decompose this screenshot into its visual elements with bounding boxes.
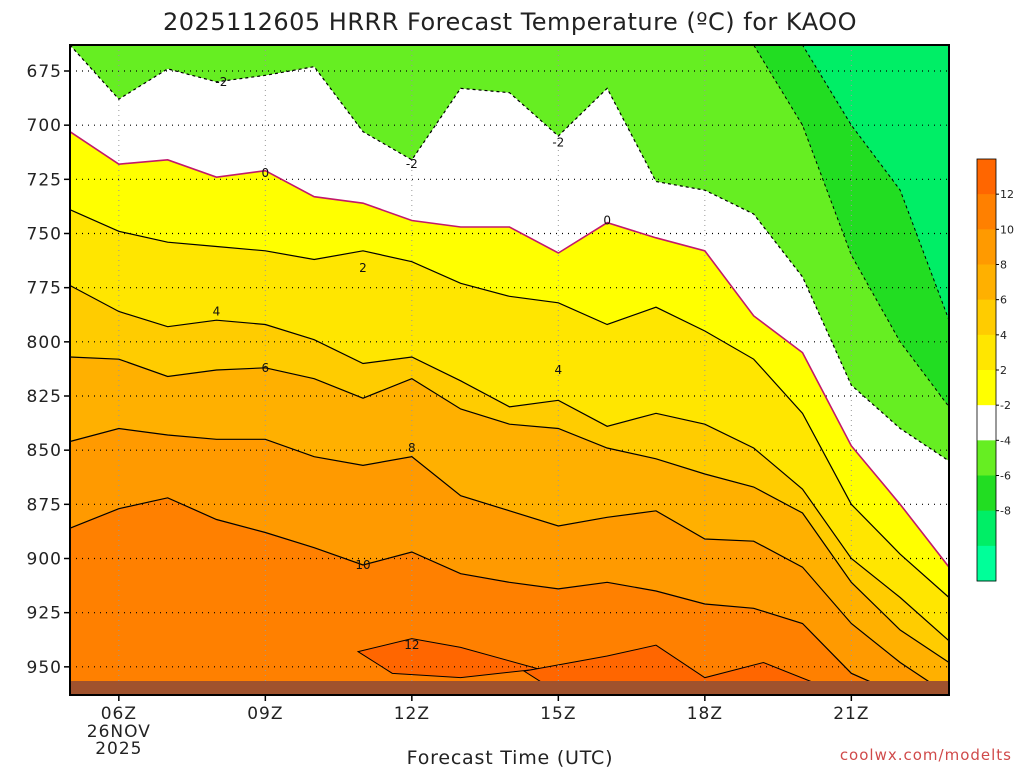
colorbar-segment <box>977 405 996 441</box>
isotherm-4 <box>69 284 950 642</box>
y-tick-label: 700 <box>27 116 62 136</box>
colorbar: 12 10 8 6 4 2 -2 -4 -6 -8 <box>976 158 1014 582</box>
x-tick-label: 18Z <box>687 704 723 724</box>
x-tick-label: 12Z <box>394 704 430 724</box>
colorbar-label: 12 <box>1000 188 1014 201</box>
colorbar-segment <box>977 510 996 547</box>
x-tick-label: 21Z <box>833 704 869 724</box>
isotherm-label: 4 <box>213 305 221 319</box>
y-tick-label: 875 <box>27 495 62 515</box>
y-tick-label: 750 <box>27 225 62 245</box>
colorbar-label: -2 <box>1000 399 1011 412</box>
colorbar-segment <box>977 194 996 230</box>
ground-band <box>70 681 949 695</box>
colorbar-label: 6 <box>1000 294 1007 307</box>
date-year-label: 2025 <box>95 739 142 759</box>
y-tick-label: 850 <box>27 441 62 461</box>
isotherm-2 <box>69 209 950 598</box>
colorbar-label: 10 <box>1000 223 1014 236</box>
temperature-fills <box>70 45 949 695</box>
colorbar-label: 8 <box>1000 259 1007 272</box>
isotherm-10 <box>69 497 949 696</box>
band-minus-8 <box>70 45 949 321</box>
isotherm-8 <box>69 427 950 696</box>
y-tick-label: 675 <box>27 62 62 82</box>
isotherm--2 <box>69 44 950 462</box>
chart-title: 2025112605 HRRR Forecast Temperature (ºC… <box>163 8 857 36</box>
source-credit[interactable]: coolwx.com/modelts <box>840 746 1012 764</box>
y-tick-label: 775 <box>27 279 62 299</box>
x-tick-label: 09Z <box>247 704 283 724</box>
y-tick-label: 800 <box>27 333 62 353</box>
isotherm-label: 10 <box>355 558 370 572</box>
pressure-axis: 675 700 725 750 775 800 825 850 875 900 925 950 <box>27 62 70 678</box>
isotherm-0 <box>69 131 950 568</box>
colorbar-label: -8 <box>1000 505 1011 518</box>
isotherm-label: 4 <box>555 363 563 377</box>
colorbar-segment <box>977 370 996 406</box>
colorbar-segment <box>977 440 996 476</box>
y-tick-label: 925 <box>27 604 62 624</box>
band-above-10 <box>70 497 949 695</box>
date-day-label: 26NOV <box>87 722 151 742</box>
isotherm-label: 0 <box>262 166 270 180</box>
x-tick-label: 15Z <box>540 704 576 724</box>
x-axis-label: Forecast Time (UTC) <box>407 747 614 768</box>
colorbar-segment <box>977 299 996 336</box>
colorbar-segment <box>977 159 996 195</box>
y-tick-label: 900 <box>27 550 62 570</box>
colorbar-segment <box>977 264 996 301</box>
isotherm-6 <box>69 356 950 663</box>
grid-lines <box>70 45 949 695</box>
plot-frame <box>69 44 950 696</box>
colorbar-segment <box>977 545 996 582</box>
y-tick-label: 725 <box>27 170 62 190</box>
isotherm-labels: -2 -2 -2 0 0 2 4 4 6 8 10 12 <box>213 75 611 652</box>
colorbar-segment <box>977 229 996 265</box>
isotherm-label: 8 <box>408 441 416 455</box>
isotherm-label: 6 <box>262 361 270 375</box>
y-tick-label: 950 <box>27 658 62 678</box>
colorbar-label: -6 <box>1000 470 1011 483</box>
isotherm-label: -2 <box>215 75 227 89</box>
isotherm-label: -2 <box>552 136 564 150</box>
colorbar-segment <box>977 334 996 371</box>
colorbar-label: 2 <box>1000 364 1007 377</box>
isotherm-label: 0 <box>603 214 611 228</box>
colorbar-label: 4 <box>1000 329 1007 342</box>
isotherm-label: 2 <box>359 261 367 275</box>
time-axis: 06Z 09Z 12Z 15Z 18Z 21Z <box>101 695 869 724</box>
colorbar-segment <box>977 475 996 512</box>
isotherm-label: -2 <box>406 157 418 171</box>
y-tick-label: 825 <box>27 387 62 407</box>
x-tick-label: 06Z <box>101 704 137 724</box>
colorbar-label: -4 <box>1000 434 1011 447</box>
isotherm-label: 12 <box>404 638 419 652</box>
